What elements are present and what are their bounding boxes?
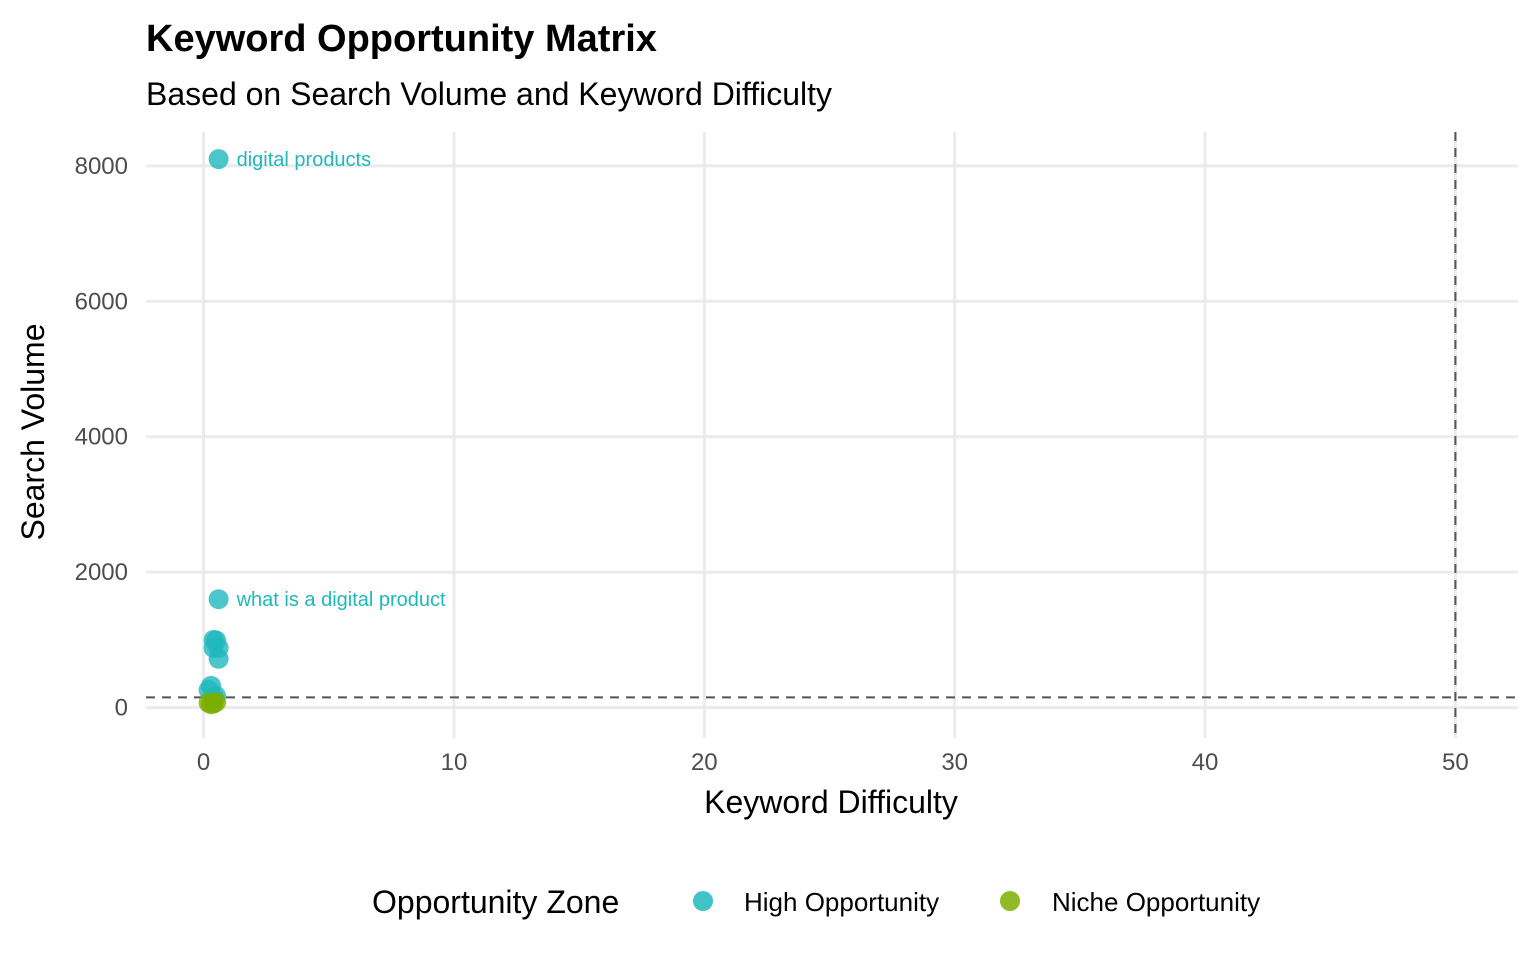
y-axis-ticks: 0 2000 4000 6000 8000: [75, 153, 128, 722]
x-axis-ticks: 0 10 20 30 40 50: [197, 749, 1469, 776]
data-points: [198, 149, 229, 715]
legend-key-niche-opportunity: [1000, 891, 1020, 911]
data-point: [206, 692, 227, 713]
y-tick-label: 6000: [75, 288, 128, 315]
data-point: [208, 648, 229, 669]
y-tick-label: 2000: [75, 559, 128, 586]
x-tick-label: 10: [441, 749, 468, 776]
point-label: digital products: [237, 149, 372, 171]
chart-subtitle: Based on Search Volume and Keyword Diffi…: [146, 76, 832, 112]
grid-lines: [146, 132, 1518, 738]
data-point: [208, 149, 229, 170]
legend-title: Opportunity Zone: [372, 884, 619, 920]
x-tick-label: 0: [197, 749, 210, 776]
reference-lines: [146, 132, 1518, 738]
legend-label-niche-opportunity: Niche Opportunity: [1052, 887, 1260, 917]
x-axis-title: Keyword Difficulty: [704, 784, 958, 820]
x-tick-label: 30: [941, 749, 968, 776]
x-tick-label: 50: [1442, 749, 1469, 776]
point-label: what is a digital product: [236, 589, 446, 611]
chart-title: Keyword Opportunity Matrix: [146, 18, 657, 60]
y-tick-label: 4000: [75, 424, 128, 451]
x-tick-label: 20: [691, 749, 718, 776]
x-tick-label: 40: [1192, 749, 1219, 776]
data-point: [208, 589, 229, 610]
plot-area: digital products what is a digital produc…: [146, 132, 1518, 738]
y-tick-label: 0: [115, 695, 128, 722]
legend: Opportunity Zone High Opportunity Niche …: [372, 884, 1260, 920]
legend-label-high-opportunity: High Opportunity: [744, 887, 939, 917]
point-annotations: digital products what is a digital produc…: [236, 149, 446, 611]
y-axis-title: Search Volume: [15, 323, 51, 540]
y-tick-label: 8000: [75, 153, 128, 180]
legend-key-high-opportunity: [693, 891, 713, 911]
